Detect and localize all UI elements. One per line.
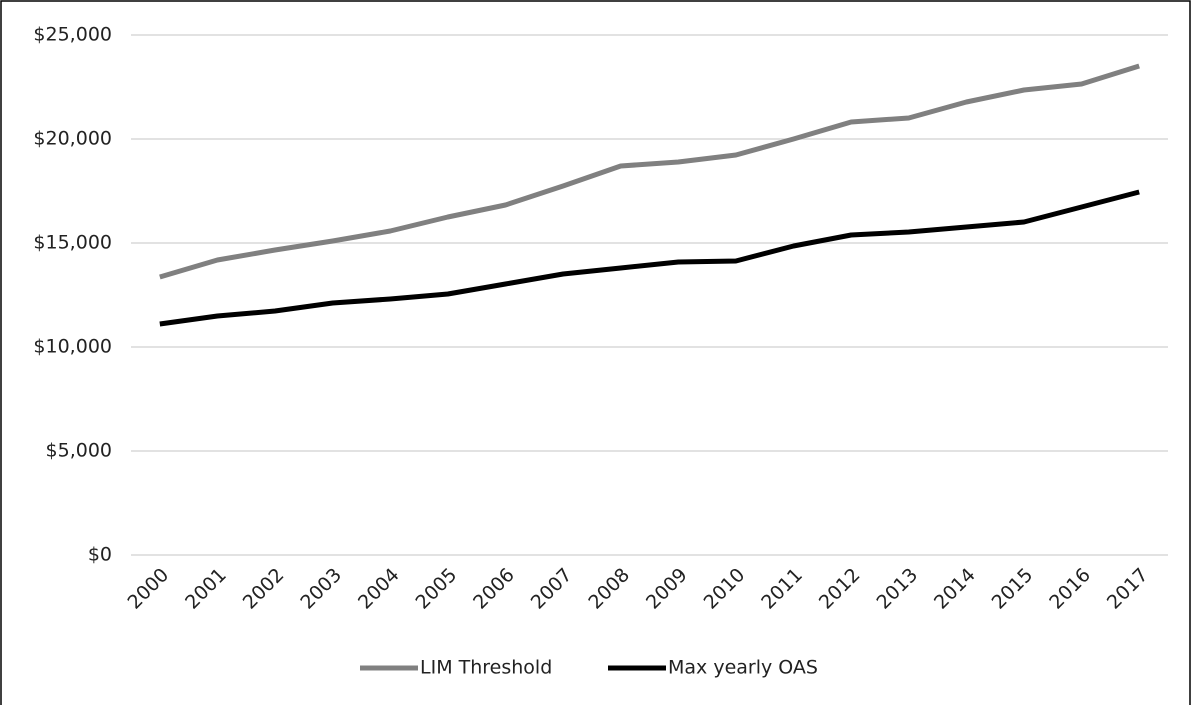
x-tick-label: 2014 xyxy=(930,564,980,614)
x-tick-label: 2016 xyxy=(1045,564,1095,614)
legend-label: Max yearly OAS xyxy=(668,657,818,679)
x-tick-label: 2007 xyxy=(527,564,577,614)
y-tick-label: $5,000 xyxy=(46,440,112,462)
y-tick-label: $10,000 xyxy=(33,336,112,358)
x-tick-label: 2010 xyxy=(700,564,750,614)
x-tick-label: 2013 xyxy=(872,564,922,614)
line xyxy=(159,63,1140,280)
x-tick-label: 2012 xyxy=(815,564,865,614)
y-tick-label: $15,000 xyxy=(33,232,112,254)
x-tick-label: 2000 xyxy=(123,564,173,614)
x-tick-label: 2017 xyxy=(1103,564,1153,614)
x-tick-label: 2004 xyxy=(354,564,404,614)
y-tick-label: $20,000 xyxy=(33,128,112,150)
x-tick-label: 2005 xyxy=(412,564,462,614)
x-tick-label: 2015 xyxy=(988,564,1038,614)
x-tick-label: 2001 xyxy=(181,564,231,614)
x-tick-label: 2011 xyxy=(757,564,807,614)
y-tick-label: $0 xyxy=(88,544,112,566)
x-tick-label: 2008 xyxy=(584,564,634,614)
x-tick-label: 2009 xyxy=(642,564,692,614)
line xyxy=(159,189,1140,327)
x-tick-label: 2003 xyxy=(296,564,346,614)
legend-label: LIM Threshold xyxy=(420,657,552,679)
x-tick-label: 2006 xyxy=(469,564,519,614)
y-tick-label: $25,000 xyxy=(33,24,112,46)
x-tick-label: 2002 xyxy=(239,564,289,614)
